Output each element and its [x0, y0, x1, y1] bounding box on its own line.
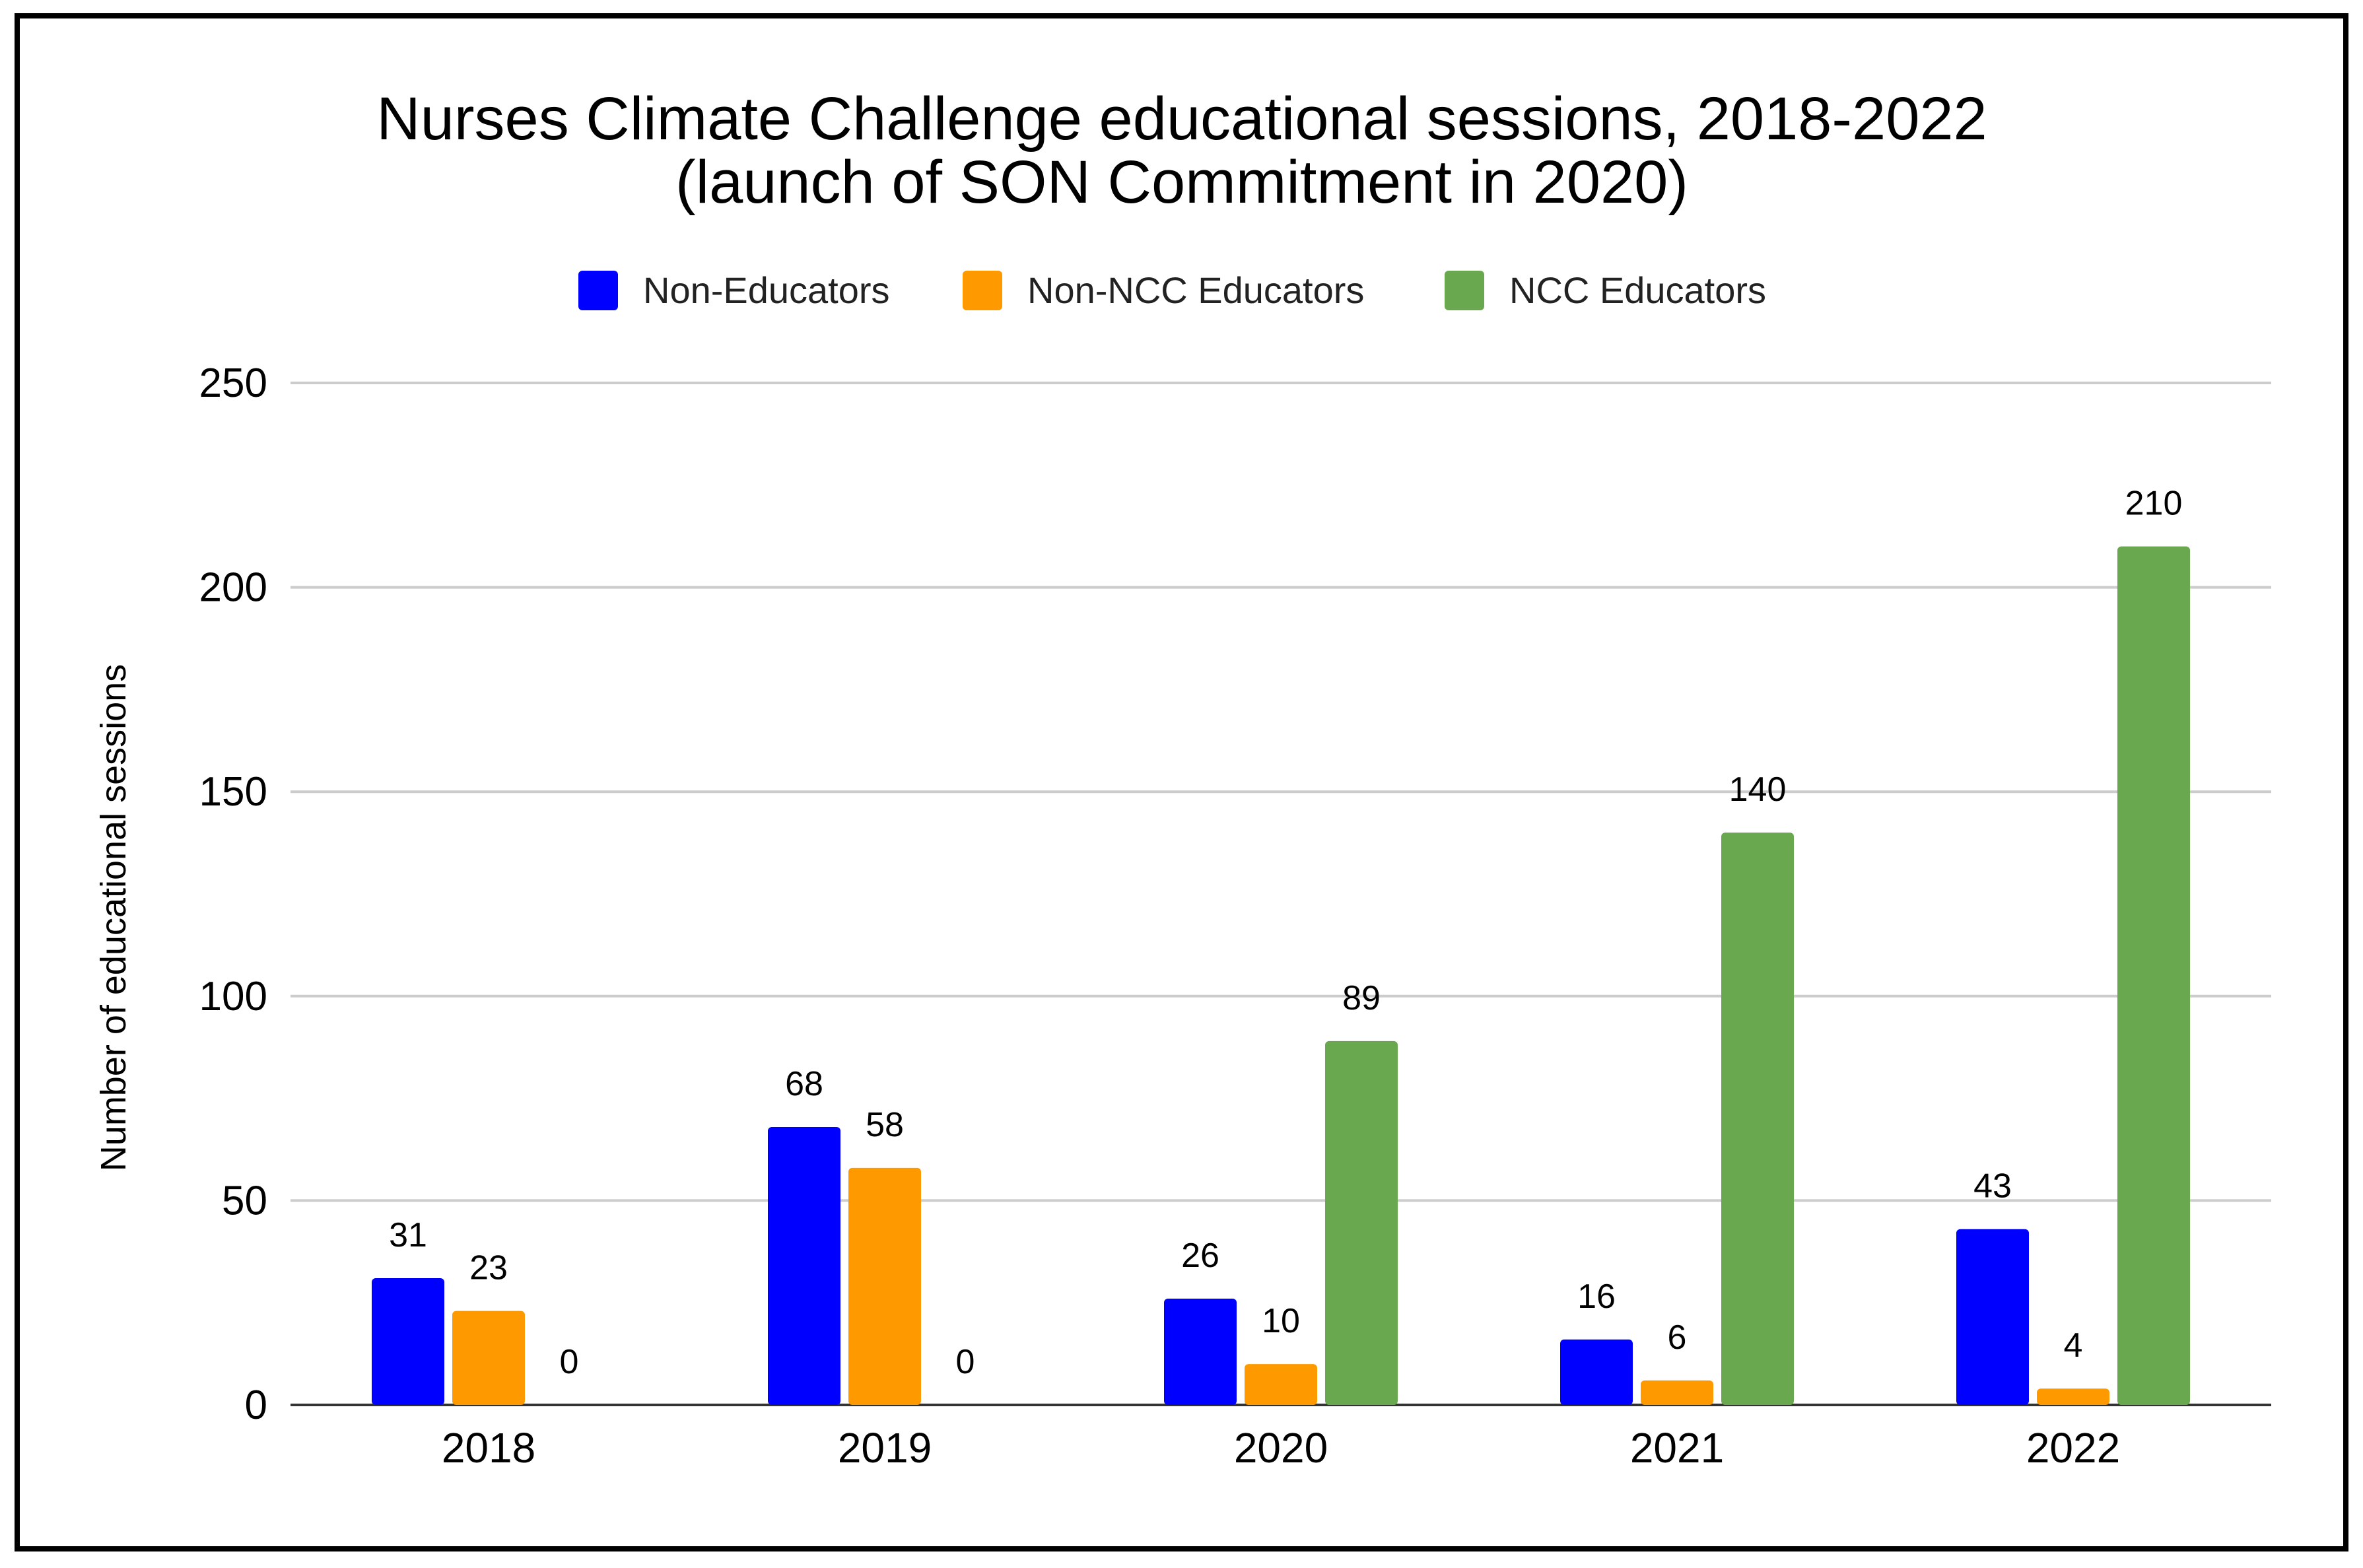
y-tick-label-100: 100	[199, 974, 267, 1019]
data-label-2018-non-educators: 31	[389, 1216, 427, 1254]
bar-2022-non-ncc-educators	[2037, 1388, 2109, 1405]
data-label-2020-ncc-educators: 89	[1342, 979, 1381, 1017]
data-label-2021-ncc-educators: 140	[1729, 770, 1787, 809]
y-tick-label-250: 250	[199, 360, 267, 406]
y-tick-label-150: 150	[199, 769, 267, 815]
x-tick-label-2022: 2022	[2026, 1424, 2120, 1472]
x-tick-label-2018: 2018	[442, 1424, 535, 1472]
legend-label-non-ncc-educators: Non-NCC Educators	[1027, 269, 1364, 311]
bar-2021-ncc-educators	[1721, 833, 1794, 1405]
x-tick-label-2020: 2020	[1234, 1424, 1328, 1472]
legend: Non-Educators Non-NCC Educators NCC Educat…	[578, 269, 1766, 311]
bar-2021-non-ncc-educators	[1641, 1380, 1713, 1405]
legend-swatch-ncc-educators	[1445, 271, 1484, 310]
data-label-2022-non-ncc-educators: 4	[2064, 1326, 2083, 1365]
bar-2019-non-educators	[768, 1126, 840, 1405]
x-axis-categories: 2018 2019 2020 2021 2022	[442, 1424, 2120, 1472]
x-tick-label-2021: 2021	[1630, 1424, 1724, 1472]
data-label-2022-ncc-educators: 210	[2125, 485, 2183, 523]
y-tick-label-50: 50	[222, 1178, 267, 1223]
bar-2020-non-ncc-educators	[1245, 1364, 1317, 1405]
legend-swatch-non-ncc-educators	[963, 271, 1002, 310]
bar-2019-non-ncc-educators	[848, 1167, 921, 1405]
data-label-2020-non-ncc-educators: 10	[1262, 1302, 1300, 1340]
chart-title-line-2: (launch of SON Commitment in 2020)	[675, 149, 1688, 216]
y-axis-ticks: 0 50 100 150 200 250	[199, 360, 267, 1428]
bar-2020-ncc-educators	[1325, 1040, 1398, 1405]
y-tick-label-0: 0	[245, 1382, 267, 1428]
chart-title-line-1: Nurses Climate Challenge educational ses…	[376, 85, 1987, 153]
bar-2018-non-ncc-educators	[452, 1311, 525, 1405]
bar-2021-non-educators	[1560, 1339, 1633, 1405]
data-label-2018-ncc-educators: 0	[560, 1343, 579, 1381]
legend-label-non-educators: Non-Educators	[643, 269, 890, 311]
data-label-2020-non-educators: 26	[1181, 1237, 1219, 1275]
data-label-2019-ncc-educators: 0	[956, 1343, 975, 1381]
data-label-2019-non-ncc-educators: 58	[866, 1106, 904, 1144]
x-tick-label-2019: 2019	[838, 1424, 932, 1472]
data-label-2018-non-ncc-educators: 23	[469, 1249, 508, 1287]
data-label-2019-non-educators: 68	[785, 1065, 823, 1103]
bar-2022-non-educators	[1956, 1229, 2029, 1405]
bar-2020-non-educators	[1164, 1299, 1237, 1405]
legend-label-ncc-educators: NCC Educators	[1509, 269, 1766, 311]
data-label-2021-non-educators: 16	[1577, 1278, 1616, 1316]
bar-2022-ncc-educators	[2117, 546, 2190, 1406]
y-tick-label-200: 200	[199, 565, 267, 611]
data-label-2021-non-ncc-educators: 6	[1668, 1318, 1687, 1357]
y-axis-label: Number of educational sessions	[94, 664, 133, 1171]
bars	[372, 546, 2190, 1406]
bar-2018-non-educators	[372, 1278, 444, 1405]
legend-swatch-non-educators	[578, 271, 618, 310]
data-label-2022-non-educators: 43	[1973, 1167, 2012, 1206]
data-labels: 31 23 0 68 58 0 26 10 89 16 6 140 43 4 210	[389, 485, 2182, 1381]
